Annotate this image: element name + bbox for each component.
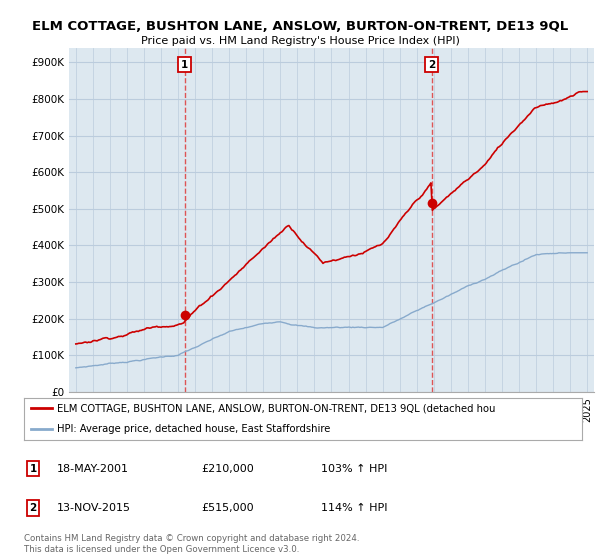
Text: 2: 2	[428, 60, 435, 69]
Text: 114% ↑ HPI: 114% ↑ HPI	[321, 503, 388, 513]
Text: 2: 2	[29, 503, 37, 513]
Text: 13-NOV-2015: 13-NOV-2015	[57, 503, 131, 513]
Text: 1: 1	[29, 464, 37, 474]
Text: This data is licensed under the Open Government Licence v3.0.: This data is licensed under the Open Gov…	[24, 545, 299, 554]
Text: 103% ↑ HPI: 103% ↑ HPI	[321, 464, 388, 474]
Text: 1: 1	[181, 60, 188, 69]
Text: HPI: Average price, detached house, East Staffordshire: HPI: Average price, detached house, East…	[58, 424, 331, 434]
Text: 18-MAY-2001: 18-MAY-2001	[57, 464, 129, 474]
Text: £210,000: £210,000	[201, 464, 254, 474]
Text: Contains HM Land Registry data © Crown copyright and database right 2024.: Contains HM Land Registry data © Crown c…	[24, 534, 359, 543]
Text: Price paid vs. HM Land Registry's House Price Index (HPI): Price paid vs. HM Land Registry's House …	[140, 36, 460, 46]
Text: £515,000: £515,000	[201, 503, 254, 513]
Text: ELM COTTAGE, BUSHTON LANE, ANSLOW, BURTON-ON-TRENT, DE13 9QL: ELM COTTAGE, BUSHTON LANE, ANSLOW, BURTO…	[32, 20, 568, 32]
Text: ELM COTTAGE, BUSHTON LANE, ANSLOW, BURTON-ON-TRENT, DE13 9QL (detached hou: ELM COTTAGE, BUSHTON LANE, ANSLOW, BURTO…	[58, 403, 496, 413]
